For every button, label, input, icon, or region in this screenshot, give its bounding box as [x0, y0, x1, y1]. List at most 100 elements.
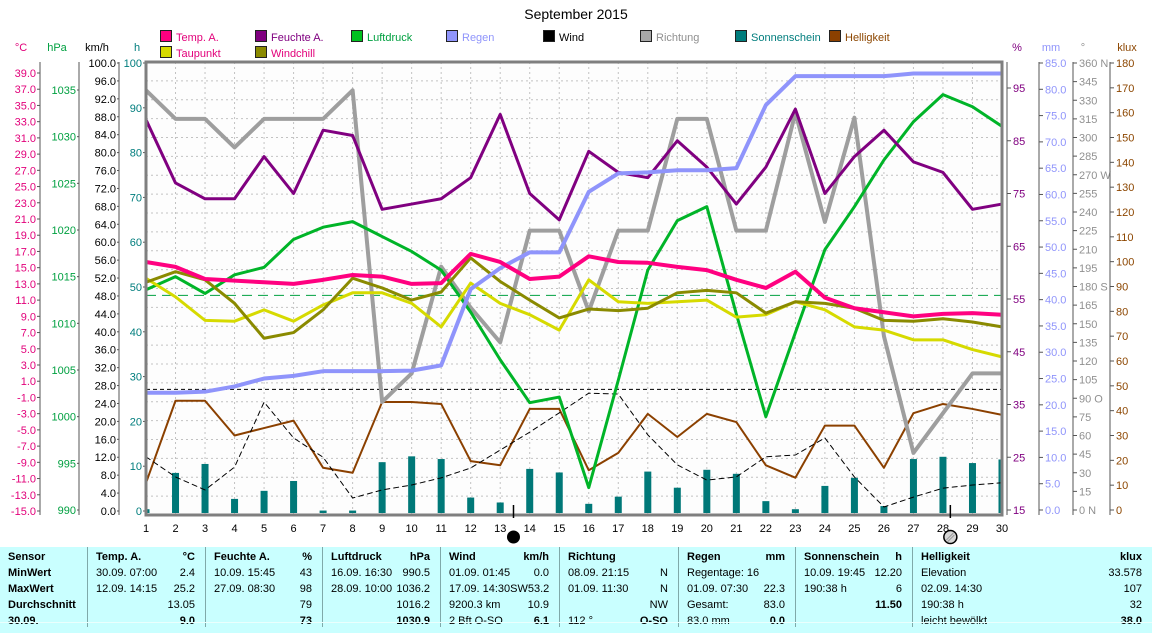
- stats-row: Durchschnitt: [8, 599, 76, 611]
- legend-swatch: [351, 30, 363, 42]
- svg-text:195: 195: [1079, 263, 1097, 275]
- svg-text:60.0: 60.0: [1045, 189, 1066, 201]
- stats-row: NW: [649, 599, 668, 611]
- stats-row: 190:38 h 32: [921, 599, 1142, 611]
- svg-text:300: 300: [1079, 133, 1097, 145]
- svg-text:120: 120: [1116, 207, 1134, 219]
- svg-text:16.0: 16.0: [95, 434, 116, 446]
- stats-column-luftdruck: Luftdruck hPa 16.09. 16:30 990.5 28.09. 10:0…: [322, 547, 440, 627]
- svg-text:75: 75: [1079, 412, 1091, 424]
- svg-text:170: 170: [1116, 83, 1134, 95]
- stats-row: 28.09. 10:00 1036.2: [331, 583, 430, 595]
- stats-row: 08.09. 21:15 N: [568, 567, 668, 579]
- series-luftdruck: [145, 93, 1003, 490]
- series-wind: [145, 392, 1003, 508]
- svg-text:70: 70: [1116, 331, 1128, 343]
- stats-column-richtung: Richtung 08.09. 21:15 N 01.09. 11:30 N NW 112 …: [559, 547, 678, 627]
- legend-item-richtung[interactable]: Richtung: [640, 30, 699, 44]
- full-moon-icon[interactable]: [943, 505, 958, 545]
- svg-text:210: 210: [1079, 244, 1097, 256]
- sunshine-bar: [762, 501, 770, 513]
- svg-text:-11.0: -11.0: [12, 474, 36, 486]
- weather-chart[interactable]: 39.037.035.033.031.029.027.025.023.021.0…: [0, 0, 1152, 546]
- svg-text:30.0: 30.0: [1045, 347, 1066, 359]
- svg-text:90: 90: [1116, 282, 1128, 294]
- svg-text:9.0: 9.0: [21, 311, 36, 323]
- svg-text:7.0: 7.0: [21, 328, 36, 340]
- legend-item-windchill[interactable]: Windchill: [255, 46, 316, 60]
- legend-swatch: [446, 30, 458, 42]
- legend-item-helligkeit[interactable]: Helligkeit: [829, 30, 890, 44]
- sunshine-bar: [349, 510, 357, 513]
- stats-row: 30.09. 07:00 2.4: [96, 567, 195, 579]
- svg-text:80.0: 80.0: [95, 148, 116, 160]
- day-label: 27: [907, 523, 919, 535]
- svg-text:30: 30: [130, 372, 142, 384]
- stats-row: MaxWert: [8, 583, 54, 595]
- legend-item-luftdruck[interactable]: Luftdruck: [351, 30, 413, 44]
- stats-row: 9200.3 km 10.9: [449, 599, 549, 611]
- new-moon-icon[interactable]: [506, 505, 520, 544]
- svg-text:21.0: 21.0: [15, 214, 36, 226]
- stats-column-header: Luftdruck hPa: [331, 551, 430, 563]
- svg-text:995: 995: [58, 458, 76, 470]
- stats-row: leicht bewölkt 38.0: [921, 615, 1142, 627]
- axis-header-°: °: [1081, 42, 1085, 54]
- day-label: 20: [701, 523, 713, 535]
- svg-text:23.0: 23.0: [15, 198, 36, 210]
- svg-text:65.0: 65.0: [1045, 163, 1066, 175]
- legend-label: Regen: [462, 32, 495, 44]
- stats-row: MinWert: [8, 567, 52, 579]
- svg-text:75.0: 75.0: [1045, 111, 1066, 123]
- svg-text:100.0: 100.0: [88, 58, 116, 70]
- svg-text:76.0: 76.0: [95, 166, 116, 178]
- svg-text:50.0: 50.0: [1045, 242, 1066, 254]
- svg-text:-9.0: -9.0: [17, 457, 36, 469]
- svg-text:20: 20: [130, 416, 142, 428]
- stats-column-header: Richtung: [568, 551, 616, 563]
- svg-text:80: 80: [1116, 306, 1128, 318]
- svg-text:990: 990: [58, 505, 76, 517]
- chart-legend: Temp. A. Feuchte A. Luftdruck Regen Wind Rich…: [0, 0, 1152, 60]
- day-label: 5: [261, 523, 267, 535]
- day-label: 12: [465, 523, 477, 535]
- legend-label: Windchill: [271, 48, 316, 60]
- legend-swatch: [543, 30, 555, 42]
- svg-text:20.0: 20.0: [95, 416, 116, 428]
- axis-header-°C: °C: [15, 42, 27, 54]
- legend-item-sonnenschein[interactable]: Sonnenschein: [735, 30, 821, 44]
- sunshine-bar: [821, 485, 829, 513]
- stats-column-sensor: Sensor MinWert MaxWert Durchschnitt 30.09.: [0, 547, 87, 627]
- sunshine-bar: [703, 469, 711, 513]
- svg-text:15.0: 15.0: [15, 263, 36, 275]
- svg-text:100: 100: [1116, 257, 1134, 269]
- legend-swatch: [735, 30, 747, 42]
- sunshine-bar: [496, 502, 504, 513]
- sunshine-bar: [378, 462, 386, 513]
- sunshine-bar: [231, 498, 239, 513]
- legend-item-taupunkt[interactable]: Taupunkt: [160, 46, 221, 60]
- svg-text:17.0: 17.0: [15, 246, 36, 258]
- svg-text:36.0: 36.0: [95, 345, 116, 357]
- svg-text:55: 55: [1013, 294, 1025, 306]
- stats-column-header: Feuchte A.%: [214, 551, 312, 563]
- legend-label: Luftdruck: [367, 32, 413, 44]
- day-label: 10: [406, 523, 418, 535]
- legend-item-wind[interactable]: Wind: [543, 30, 584, 44]
- legend-item-feuchte-a-[interactable]: Feuchte A.: [255, 30, 324, 44]
- day-label: 26: [878, 523, 890, 535]
- sunshine-bar: [614, 496, 622, 513]
- svg-text:50: 50: [1116, 381, 1128, 393]
- svg-text:15: 15: [1079, 486, 1091, 498]
- legend-item-regen[interactable]: Regen: [446, 30, 495, 44]
- legend-swatch: [640, 30, 652, 42]
- legend-item-temp-a-[interactable]: Temp. A.: [160, 30, 219, 44]
- svg-text:1.0: 1.0: [21, 376, 36, 388]
- svg-text:60: 60: [1079, 431, 1091, 443]
- svg-text:56.0: 56.0: [95, 255, 116, 267]
- svg-text:3.0: 3.0: [21, 360, 36, 372]
- stats-column-wind: Wind km/h 01.09. 01:45 0.0 17.09. 14:30SW 53.…: [440, 547, 559, 627]
- svg-text:5.0: 5.0: [1045, 479, 1060, 491]
- svg-text:40: 40: [130, 327, 142, 339]
- svg-text:15.0: 15.0: [1045, 426, 1066, 438]
